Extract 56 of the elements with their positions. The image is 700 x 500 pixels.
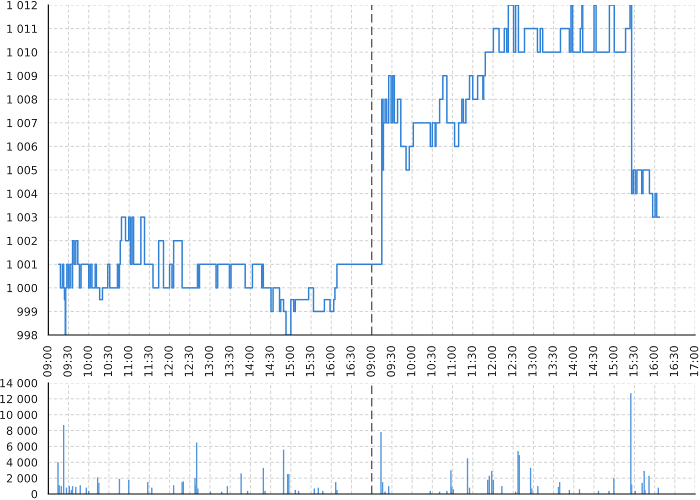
x-tick-label: 09:00: [366, 346, 375, 377]
y-tick-label: 1 010: [7, 48, 38, 57]
x-tick-label: 15:00: [286, 346, 294, 376]
x-tick-label: 13:30: [225, 346, 234, 376]
x-tick-label: 15:30: [629, 346, 638, 376]
x-tick-label: 09:00: [43, 346, 52, 377]
x-tick-label: 12:30: [184, 346, 194, 376]
x-tick-label: 11:30: [468, 346, 476, 376]
y-tick-label: 1 012: [7, 0, 37, 10]
y-tick-label: 1 009: [7, 72, 38, 80]
x-tick-label: 16:30: [670, 346, 678, 376]
x-tick-label: 13:00: [204, 346, 214, 376]
x-tick-label: 14:00: [568, 346, 578, 376]
y-tick-label: 0: [32, 490, 38, 498]
y-tick-label: 6 000: [6, 442, 38, 451]
x-tick-label: 09:30: [63, 346, 72, 377]
y-tick-label: 1 008: [7, 95, 38, 104]
y-tick-label: 8 000: [6, 426, 38, 435]
x-tick-label: 14:30: [588, 346, 598, 376]
x-tick-label: 11:00: [447, 346, 456, 376]
y-tick-label: 12 000: [0, 394, 38, 404]
x-tick-label: 10:30: [104, 346, 112, 376]
x-tick-label: 13:00: [528, 346, 537, 376]
y-tick-label: 1 011: [7, 24, 37, 33]
y-tick-label: 1 003: [7, 213, 37, 222]
y-tick-label: 1 000: [7, 284, 38, 292]
y-tick-label: 999: [17, 307, 38, 316]
x-tick-label: 10:00: [406, 346, 416, 376]
x-tick-label: 14:00: [245, 346, 254, 376]
x-tick-label: 14:30: [265, 346, 274, 376]
x-tick-label: 09:30: [386, 346, 396, 377]
x-tick-label: 15:00: [609, 346, 618, 376]
x-tick-label: 10:00: [84, 346, 92, 376]
x-tick-label: 12:00: [164, 346, 173, 376]
y-tick-label: 998: [17, 330, 38, 340]
x-tick-label: 11:30: [144, 346, 153, 376]
x-tick-label: 12:00: [488, 346, 496, 376]
x-tick-label: 17:00: [690, 346, 698, 376]
y-tick-label: 10 000: [0, 410, 38, 420]
y-tick-label: 4 000: [6, 458, 38, 467]
x-tick-label: 16:00: [649, 346, 658, 376]
y-tick-label: 1 005: [7, 166, 37, 174]
y-tick-label: 14 000: [0, 378, 38, 388]
x-tick-label: 11:00: [124, 346, 132, 376]
x-tick-label: 13:30: [548, 346, 557, 376]
x-tick-label: 15:30: [306, 346, 314, 376]
x-tick-label: 16:00: [326, 346, 334, 376]
y-tick-label: 1 004: [7, 190, 38, 198]
y-tick-label: 1 002: [7, 236, 37, 246]
x-tick-label: 16:30: [346, 346, 355, 376]
x-tick-label: 12:30: [508, 346, 516, 376]
y-tick-label: 1 001: [7, 260, 37, 269]
y-tick-label: 2 000: [6, 474, 38, 483]
y-tick-label: 1 006: [7, 142, 38, 151]
y-tick-label: 1 007: [7, 118, 37, 128]
x-tick-label: 10:30: [427, 346, 436, 376]
